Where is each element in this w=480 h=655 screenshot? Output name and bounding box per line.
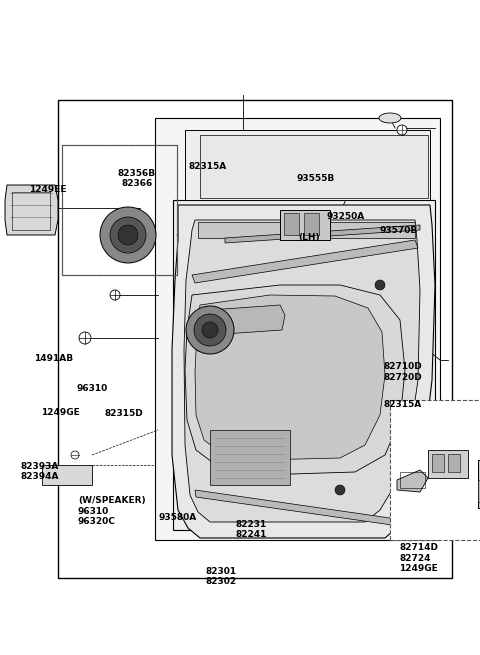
- Text: 82356B
82366: 82356B 82366: [118, 169, 156, 189]
- Polygon shape: [5, 185, 58, 235]
- Polygon shape: [195, 295, 385, 460]
- Circle shape: [186, 306, 234, 354]
- Text: 96310: 96310: [77, 384, 108, 393]
- Bar: [284, 213, 299, 235]
- Circle shape: [335, 485, 345, 495]
- Bar: [390, 400, 480, 540]
- Polygon shape: [192, 240, 418, 283]
- Bar: [478, 460, 480, 508]
- Polygon shape: [173, 200, 435, 530]
- Polygon shape: [185, 285, 405, 475]
- Text: (LH): (LH): [299, 233, 320, 242]
- Text: 82393A
82394A: 82393A 82394A: [20, 462, 59, 481]
- Polygon shape: [198, 222, 415, 238]
- Bar: [428, 450, 468, 478]
- Polygon shape: [184, 220, 420, 522]
- Text: 1249EE: 1249EE: [29, 185, 66, 195]
- Text: 1249GE: 1249GE: [41, 408, 80, 417]
- Circle shape: [118, 225, 138, 245]
- Circle shape: [375, 280, 385, 290]
- Bar: [210, 430, 290, 485]
- Ellipse shape: [379, 113, 401, 123]
- Bar: [12, 192, 50, 230]
- Polygon shape: [205, 305, 285, 335]
- Circle shape: [100, 207, 156, 263]
- Text: 93250A: 93250A: [326, 212, 365, 221]
- Circle shape: [194, 314, 226, 346]
- Text: 82315A: 82315A: [188, 162, 227, 172]
- Polygon shape: [195, 490, 392, 525]
- Polygon shape: [185, 130, 430, 200]
- Bar: [432, 454, 444, 472]
- Bar: [304, 213, 319, 235]
- Polygon shape: [172, 205, 435, 538]
- Text: 82315D: 82315D: [105, 409, 144, 419]
- Circle shape: [397, 125, 407, 135]
- Circle shape: [202, 322, 218, 338]
- Polygon shape: [225, 225, 420, 243]
- Text: 93570B: 93570B: [379, 226, 418, 235]
- Bar: [42, 465, 92, 485]
- Bar: [62, 145, 177, 275]
- Text: (W/SPEAKER)
96310
96320C: (W/SPEAKER) 96310 96320C: [78, 496, 145, 526]
- Polygon shape: [200, 135, 428, 198]
- Text: 82714D
82724
1249GE: 82714D 82724 1249GE: [399, 543, 438, 573]
- Text: 93580A: 93580A: [158, 513, 197, 522]
- Bar: [400, 472, 425, 488]
- Bar: [478, 480, 480, 502]
- Polygon shape: [397, 470, 428, 492]
- Bar: [58, 100, 452, 578]
- Text: 82301
82302: 82301 82302: [205, 567, 236, 586]
- Circle shape: [79, 332, 91, 344]
- Circle shape: [110, 290, 120, 300]
- Text: 82315A: 82315A: [383, 400, 421, 409]
- Bar: [448, 454, 460, 472]
- Bar: [62, 145, 177, 275]
- Text: 93555B: 93555B: [296, 174, 335, 183]
- Circle shape: [110, 217, 146, 253]
- Text: 1491AB: 1491AB: [34, 354, 73, 363]
- Polygon shape: [280, 210, 330, 240]
- Text: 82710D
82720D: 82710D 82720D: [383, 362, 422, 382]
- Polygon shape: [155, 118, 440, 540]
- Text: 82231
82241: 82231 82241: [235, 519, 266, 539]
- Circle shape: [71, 451, 79, 459]
